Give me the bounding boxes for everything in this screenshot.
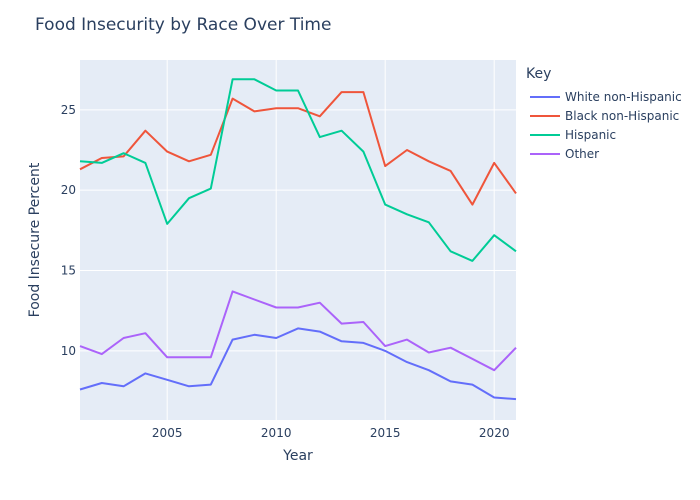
x-tick-label: 2015 bbox=[370, 426, 401, 440]
y-tick-label: 20 bbox=[61, 183, 76, 197]
legend: Key White non-Hispanic Black non-Hispanic… bbox=[526, 66, 682, 161]
x-tick-label: 2010 bbox=[261, 426, 292, 440]
legend-item-black-non-hispanic[interactable]: Black non-Hispanic bbox=[530, 109, 679, 123]
legend-item-white-non-hispanic[interactable]: White non-Hispanic bbox=[530, 90, 682, 104]
series-line-black-non-hispanic bbox=[79, 91, 517, 206]
legend-title: Key bbox=[526, 66, 551, 82]
legend-item-hispanic[interactable]: Hispanic bbox=[530, 128, 616, 142]
x-axis-title: Year bbox=[282, 448, 313, 464]
y-tick-label: 10 bbox=[61, 344, 76, 358]
legend-item-other[interactable]: Other bbox=[530, 147, 599, 161]
legend-label: Black non-Hispanic bbox=[565, 109, 679, 123]
plot-area bbox=[80, 60, 516, 420]
y-tick-label: 25 bbox=[61, 103, 76, 117]
gridlines bbox=[80, 60, 516, 420]
legend-label: White non-Hispanic bbox=[565, 90, 682, 104]
y-axis-ticks: 10 15 20 25 bbox=[61, 103, 76, 358]
legend-label: Other bbox=[565, 147, 599, 161]
y-tick-label: 15 bbox=[61, 264, 76, 278]
series-line-hispanic bbox=[79, 78, 517, 262]
series-line-other bbox=[79, 290, 517, 372]
legend-label: Hispanic bbox=[565, 128, 616, 142]
series-lines bbox=[79, 78, 517, 401]
chart-title: Food Insecurity by Race Over Time bbox=[35, 15, 331, 35]
x-tick-label: 2020 bbox=[479, 426, 510, 440]
series-line-white-non-hispanic bbox=[79, 327, 517, 401]
y-axis-title: Food Insecure Percent bbox=[27, 162, 43, 317]
x-axis-ticks: 2005 2010 2015 2020 bbox=[152, 426, 510, 440]
x-tick-label: 2005 bbox=[152, 426, 183, 440]
